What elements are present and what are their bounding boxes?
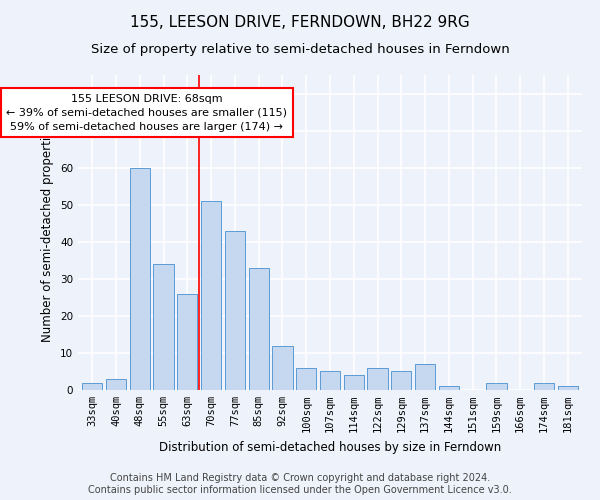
Text: Size of property relative to semi-detached houses in Ferndown: Size of property relative to semi-detach… — [91, 42, 509, 56]
X-axis label: Distribution of semi-detached houses by size in Ferndown: Distribution of semi-detached houses by … — [159, 440, 501, 454]
Text: Contains HM Land Registry data © Crown copyright and database right 2024.
Contai: Contains HM Land Registry data © Crown c… — [88, 474, 512, 495]
Bar — [367, 368, 388, 390]
Bar — [154, 264, 173, 390]
Bar — [248, 268, 269, 390]
Text: 155, LEESON DRIVE, FERNDOWN, BH22 9RG: 155, LEESON DRIVE, FERNDOWN, BH22 9RG — [130, 15, 470, 30]
Bar — [487, 382, 506, 390]
Bar — [344, 375, 364, 390]
Bar — [272, 346, 293, 390]
Bar — [106, 379, 126, 390]
Bar — [391, 372, 412, 390]
Bar — [82, 382, 103, 390]
Bar — [320, 372, 340, 390]
Bar — [201, 201, 221, 390]
Bar — [225, 230, 245, 390]
Bar — [296, 368, 316, 390]
Text: 155 LEESON DRIVE: 68sqm
← 39% of semi-detached houses are smaller (115)
59% of s: 155 LEESON DRIVE: 68sqm ← 39% of semi-de… — [7, 94, 287, 132]
Y-axis label: Number of semi-detached properties: Number of semi-detached properties — [41, 123, 55, 342]
Bar — [130, 168, 150, 390]
Bar — [534, 382, 554, 390]
Bar — [557, 386, 578, 390]
Bar — [177, 294, 197, 390]
Bar — [439, 386, 459, 390]
Bar — [415, 364, 435, 390]
